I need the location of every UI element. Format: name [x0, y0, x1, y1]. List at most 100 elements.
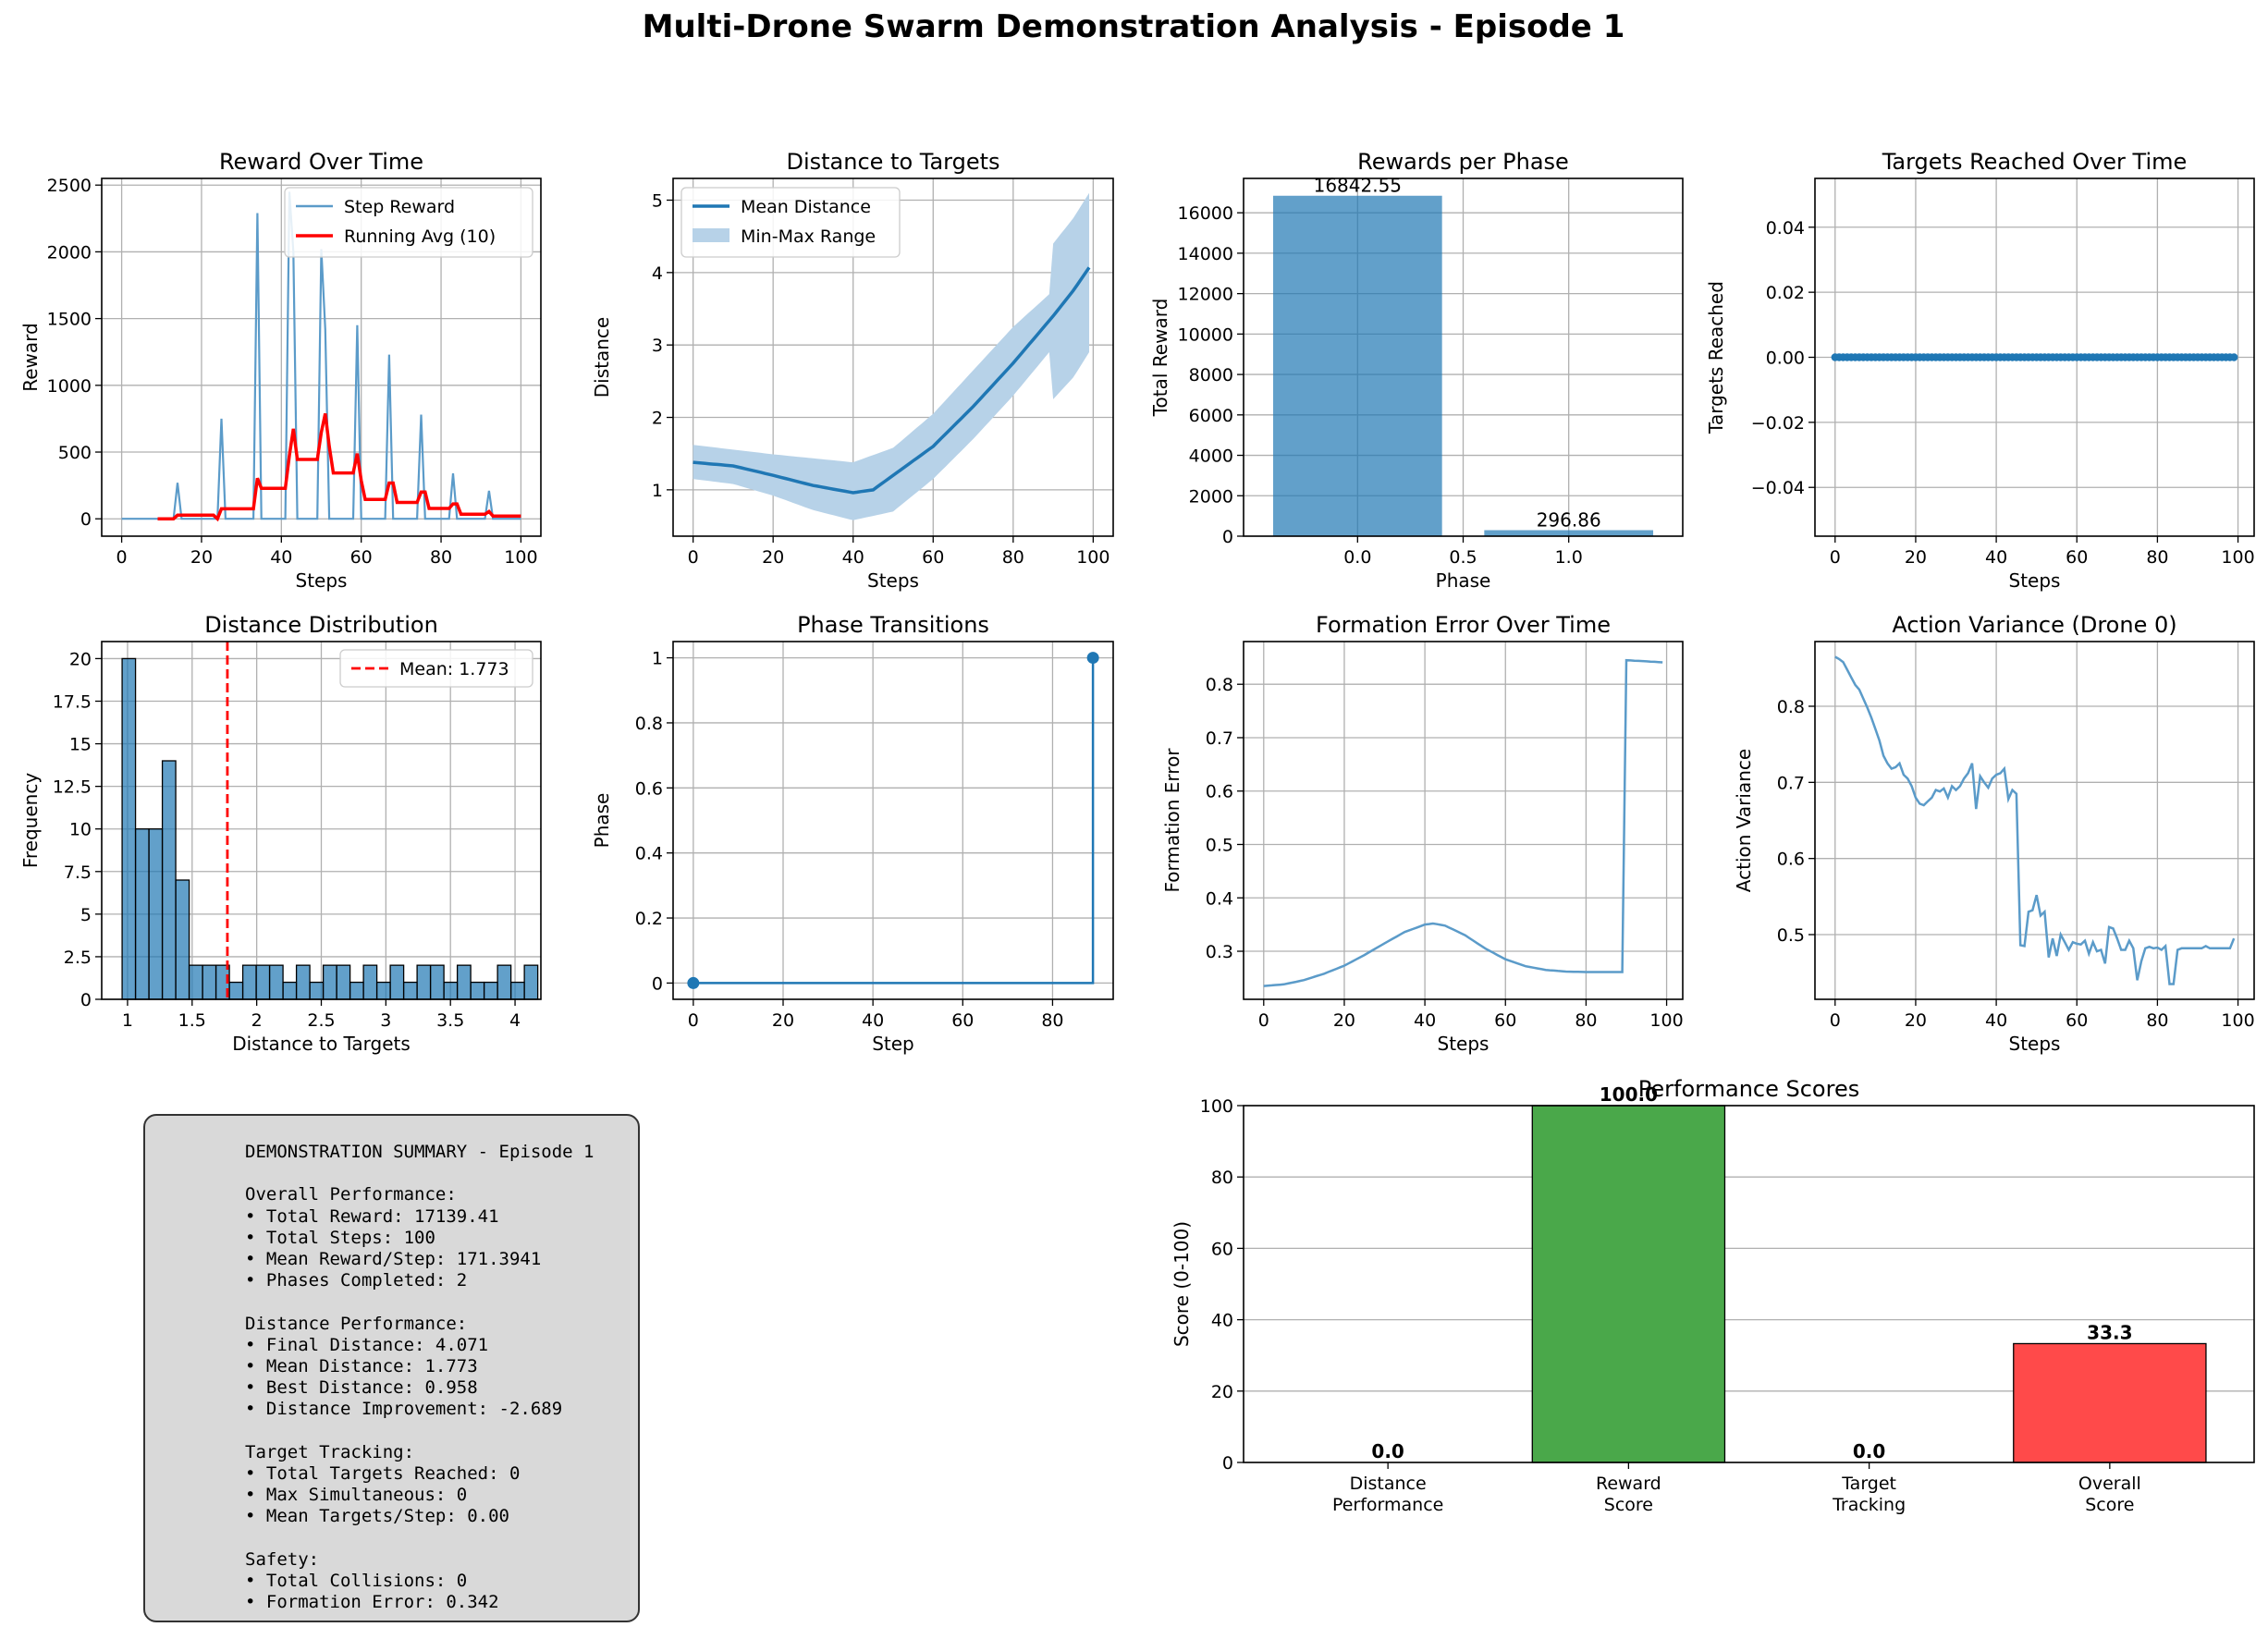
axes-frame	[1243, 177, 1684, 537]
subplot-formation: 0.3 0.4 0.5 0.6 0.7 0.8 0 20 40 60 80 100 Formation …	[1161, 612, 1684, 1055]
hist-bar	[148, 828, 164, 1000]
x-tick-label: Tracking	[1832, 1495, 1906, 1515]
min-max-band	[693, 192, 1089, 520]
hist-bar	[228, 981, 244, 1000]
score-value-label: 0.0	[1371, 1440, 1404, 1462]
x-tick-label: 40	[270, 547, 292, 568]
bar-value-label: 296.86	[1537, 509, 1601, 532]
x-tick-label: 0	[688, 1010, 699, 1031]
y-axis-label: Frequency	[19, 773, 42, 868]
plot-area	[1834, 655, 2236, 985]
y-axis-label: Phase	[591, 793, 613, 849]
y-tick-label: 0.00	[1766, 349, 1805, 369]
hist-bar	[443, 981, 459, 1000]
y-axis-label: Total Reward	[1149, 299, 1171, 418]
x-tick-label: Distance	[1350, 1474, 1427, 1494]
y-tick-label: 20	[69, 649, 92, 669]
y-axis-label: Targets Reached	[1705, 281, 1727, 434]
hist-bar	[336, 964, 351, 1000]
y-tick-label: 0.2	[635, 909, 663, 929]
target-point	[2230, 353, 2238, 361]
axes-frame	[101, 177, 542, 537]
grid	[673, 642, 1113, 999]
subplot-phase_rewards: 0 2000 4000 6000 8000 10000 12000 14000 16000 0.0…	[1149, 149, 1684, 592]
plot-area	[693, 192, 1091, 520]
axes-frame	[1814, 177, 2255, 537]
y-tick-label: 20	[1211, 1382, 1233, 1402]
axes-frame	[101, 641, 542, 1000]
y-tick-label: 0.8	[635, 714, 663, 734]
x-tick-label: 0.0	[1343, 547, 1371, 568]
x-tick-label: Performance	[1332, 1495, 1443, 1515]
subplot-reward: 0 500 1000 1500 2000 2500 0 20 40 60 80 100 Reward O…	[19, 149, 542, 592]
hist-bar	[509, 981, 525, 1000]
subplot-title: Targets Reached Over Time	[1882, 149, 2188, 175]
y-tick-label: 0.8	[1206, 675, 1233, 695]
x-tick-label: 60	[951, 1010, 974, 1031]
hist-bar	[456, 964, 472, 1000]
legend-label: Mean: 1.773	[399, 659, 509, 679]
y-tick-label: −0.02	[1751, 413, 1805, 434]
y-axis-label: Formation Error	[1161, 748, 1183, 893]
subplot-title: Distance Distribution	[204, 612, 438, 638]
axes-frame	[672, 177, 1114, 537]
subplot-title: Action Variance (Drone 0)	[1892, 612, 2176, 638]
y-tick-label: 17.5	[53, 692, 92, 713]
y-tick-label: 10000	[1178, 324, 1233, 345]
x-tick-label: 100	[2221, 1010, 2254, 1031]
subplot-title: Distance to Targets	[786, 149, 999, 175]
hist-bar	[241, 964, 257, 1000]
subplot-title: Formation Error Over Time	[1316, 612, 1611, 638]
hist-bar	[188, 964, 203, 1000]
x-tick-label: 100	[504, 547, 537, 568]
hist-bar	[362, 964, 378, 1000]
y-tick-label: 2000	[47, 242, 92, 263]
x-tick-label: 40	[1414, 1010, 1436, 1031]
hist-bar	[375, 981, 391, 1000]
x-axis-label: Steps	[2009, 1033, 2061, 1055]
phase-bar	[1484, 530, 1654, 536]
x-tick-label: 20	[762, 547, 784, 568]
hist-bar	[161, 760, 177, 1000]
legend-label: Min-Max Range	[741, 226, 876, 247]
x-tick-label: 0	[1830, 1010, 1841, 1031]
y-axis-label: Action Variance	[1733, 749, 1755, 892]
y-tick-label: 0.7	[1777, 773, 1805, 793]
x-tick-label: Target	[1841, 1474, 1896, 1494]
hist-bar	[282, 981, 298, 1000]
y-axis-label: Distance	[591, 317, 613, 398]
y-tick-label: 0.5	[1206, 835, 1233, 855]
y-tick-label: 6000	[1189, 406, 1233, 426]
score-bar	[2013, 1342, 2207, 1463]
hist-bar	[402, 981, 418, 1000]
y-tick-label: 0.5	[1777, 925, 1805, 946]
score-value-label: 33.3	[2087, 1321, 2132, 1343]
y-tick-label: 1	[652, 481, 663, 501]
axes-frame	[1243, 1105, 2255, 1463]
y-tick-label: −0.04	[1751, 478, 1805, 498]
formation-error-line	[1263, 658, 1663, 987]
hist-bar	[175, 879, 190, 1000]
subplot-distance: 1 2 3 4 5 0 20 40 60 80 100 Distance to Targets Step…	[591, 149, 1114, 592]
plot-area	[687, 652, 1099, 989]
y-tick-label: 5	[652, 191, 663, 212]
y-tick-label: 3	[652, 336, 663, 356]
x-axis-label: Step	[872, 1033, 914, 1055]
y-tick-label: 0.7	[1206, 728, 1233, 749]
x-tick-label: 60	[350, 547, 373, 568]
y-tick-label: 14000	[1178, 244, 1233, 264]
y-tick-label: 16000	[1178, 203, 1233, 224]
subplot-scores: 0 20 40 60 80 100 Performance Scores Score (0-1…	[1171, 1076, 2255, 1515]
figure-suptitle: Multi-Drone Swarm Demonstration Analysis…	[643, 8, 1625, 45]
x-tick-label: 0	[1258, 1010, 1269, 1031]
x-axis-label: Steps	[296, 569, 348, 592]
y-tick-label: 0	[652, 973, 663, 994]
x-tick-label: 2.5	[307, 1010, 335, 1031]
x-tick-label: 80	[430, 547, 452, 568]
y-tick-label: 0.02	[1766, 283, 1805, 303]
x-tick-label: 80	[2146, 1010, 2168, 1031]
x-tick-label: 0.5	[1449, 547, 1477, 568]
summary-box	[143, 1114, 640, 1622]
legend-box	[339, 649, 533, 688]
x-tick-label: 40	[862, 1010, 884, 1031]
